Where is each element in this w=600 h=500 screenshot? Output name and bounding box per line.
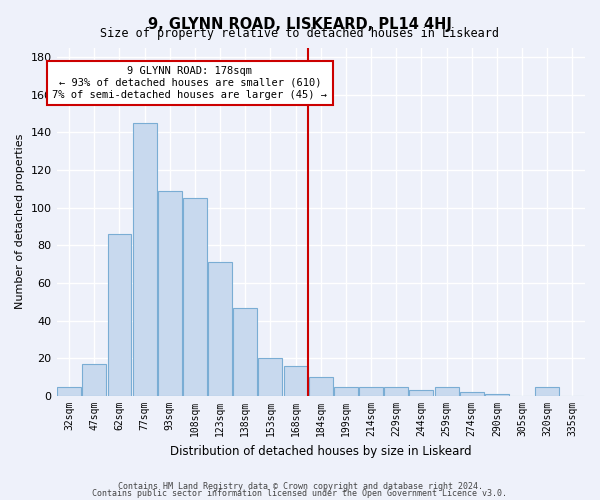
Bar xyxy=(133,123,157,396)
Bar xyxy=(535,386,559,396)
Bar xyxy=(208,262,232,396)
Text: Size of property relative to detached houses in Liskeard: Size of property relative to detached ho… xyxy=(101,28,499,40)
Bar xyxy=(309,377,333,396)
Text: 9 GLYNN ROAD: 178sqm
← 93% of detached houses are smaller (610)
7% of semi-detac: 9 GLYNN ROAD: 178sqm ← 93% of detached h… xyxy=(52,66,328,100)
Bar xyxy=(158,190,182,396)
Bar xyxy=(434,386,458,396)
Bar xyxy=(284,366,308,396)
X-axis label: Distribution of detached houses by size in Liskeard: Distribution of detached houses by size … xyxy=(170,444,472,458)
Bar xyxy=(107,234,131,396)
Text: Contains public sector information licensed under the Open Government Licence v3: Contains public sector information licen… xyxy=(92,490,508,498)
Bar xyxy=(409,390,433,396)
Text: Contains HM Land Registry data © Crown copyright and database right 2024.: Contains HM Land Registry data © Crown c… xyxy=(118,482,482,491)
Bar xyxy=(485,394,509,396)
Bar xyxy=(57,386,81,396)
Bar xyxy=(385,386,408,396)
Bar xyxy=(460,392,484,396)
Text: 9, GLYNN ROAD, LISKEARD, PL14 4HJ: 9, GLYNN ROAD, LISKEARD, PL14 4HJ xyxy=(148,18,452,32)
Bar xyxy=(82,364,106,396)
Bar xyxy=(183,198,207,396)
Bar xyxy=(233,308,257,396)
Bar xyxy=(259,358,283,396)
Bar xyxy=(359,386,383,396)
Bar xyxy=(334,386,358,396)
Y-axis label: Number of detached properties: Number of detached properties xyxy=(15,134,25,310)
